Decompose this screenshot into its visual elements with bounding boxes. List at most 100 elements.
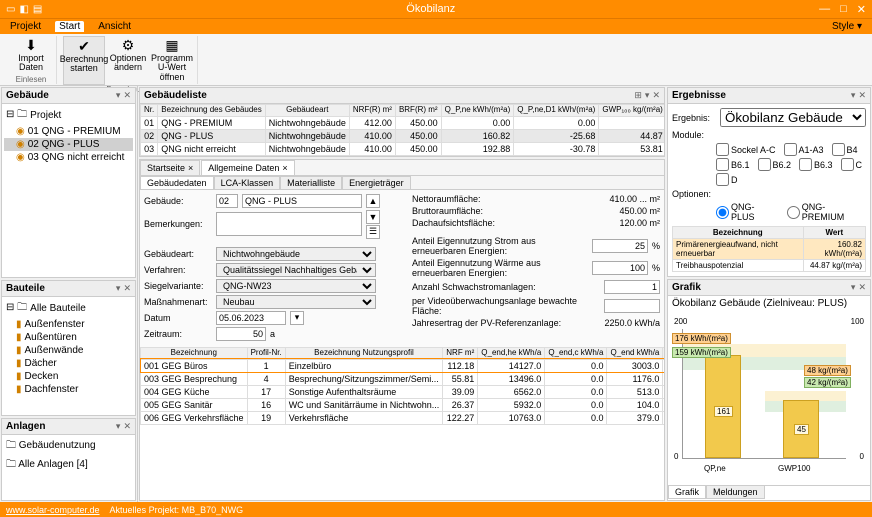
panel-pin-icon[interactable]: ▾ bbox=[116, 90, 121, 101]
module-checkbox[interactable]: B4 bbox=[832, 143, 858, 156]
grid-icon: ▦ bbox=[165, 38, 178, 54]
maximize-icon[interactable]: □ bbox=[840, 3, 847, 16]
qa-icon-1[interactable]: ▭ bbox=[6, 4, 15, 15]
zeitraum-input[interactable] bbox=[216, 327, 266, 341]
anlagen-tree[interactable]: 🗀 Gebäudenutzung🗀 Alle Anlagen [4] bbox=[2, 435, 135, 500]
minimize-icon[interactable]: — bbox=[819, 3, 830, 16]
calc-icon: ✔ bbox=[78, 39, 90, 55]
chart-callout: 42 kg/(m²a) bbox=[804, 377, 851, 388]
gebaeudeliste-table[interactable]: Nr.Bezeichnung des GebäudesGebäudeartNRF… bbox=[140, 104, 664, 156]
date-picker-icon[interactable]: ▾ bbox=[290, 311, 304, 325]
gebaeude-name-input[interactable] bbox=[242, 194, 362, 208]
table-row[interactable]: 006 GEG Verkehrsfläche19Verkehrsfläche12… bbox=[141, 411, 665, 424]
subtab-gebaeudedaten[interactable]: Gebäudedaten bbox=[140, 176, 214, 189]
module-checkbox[interactable]: C bbox=[841, 158, 863, 171]
tree-item[interactable]: 🗀 Gebäudenutzung bbox=[4, 437, 133, 456]
table-row[interactable]: 003 GEG Besprechung4Besprechung/Sitzungs… bbox=[141, 372, 665, 385]
titlebar: ▭ ◧ ▤ Ökobilanz — □ ✕ bbox=[0, 0, 872, 18]
tab-close-icon[interactable]: × bbox=[188, 163, 193, 173]
gebaeudeliste-title: Gebäudeliste bbox=[144, 90, 634, 101]
module-checkbox[interactable]: B6.1 bbox=[716, 158, 750, 171]
ribbon-berechnung-starten[interactable]: ✔ Berechnung starten bbox=[63, 36, 105, 86]
module-checkbox[interactable]: B6.2 bbox=[758, 158, 792, 171]
tree-item[interactable]: ◉ 03 QNG nicht erreicht bbox=[4, 151, 133, 164]
menubar: Projekt Start Ansicht Style ▾ bbox=[0, 18, 872, 34]
window-title: Ökobilanz bbox=[42, 3, 819, 15]
qa-icon-2[interactable]: ◧ bbox=[19, 4, 28, 15]
up-icon[interactable]: ▲ bbox=[366, 194, 380, 208]
chart-callout: 176 kWh/(m²a) bbox=[672, 333, 731, 344]
tree-item[interactable]: ▮ Außenfenster bbox=[4, 318, 133, 331]
ergebnis-select[interactable]: Ökobilanz Gebäude bbox=[720, 108, 866, 127]
close-icon[interactable]: ✕ bbox=[857, 3, 866, 16]
chart-callout: 159 kWh/(m²a) bbox=[672, 347, 731, 358]
table-row[interactable]: 03QNG nicht erreichtNichtwohngebäude410.… bbox=[141, 142, 665, 155]
tree-item[interactable]: ▮ Dachfenster bbox=[4, 383, 133, 396]
massnahme-select[interactable]: Neubau bbox=[216, 295, 376, 309]
tab-close-icon[interactable]: × bbox=[282, 163, 287, 173]
tab-startseite[interactable]: Startseite× bbox=[140, 160, 200, 175]
schwachstrom-input[interactable] bbox=[604, 280, 660, 294]
panel-bauteile-title: Bauteile bbox=[6, 283, 116, 294]
table-row[interactable]: 004 GEG Küche17Sonstige Aufenthaltsräume… bbox=[141, 385, 665, 398]
tree-item[interactable]: ▮ Dächer bbox=[4, 357, 133, 370]
tab-allgemeine-daten[interactable]: Allgemeine Daten× bbox=[201, 160, 294, 175]
tree-item[interactable]: ▮ Decken bbox=[4, 370, 133, 383]
gebaeudeart-select[interactable]: Nichtwohngebäude bbox=[216, 247, 376, 261]
status-link[interactable]: www.solar-computer.de bbox=[6, 505, 100, 515]
bemerkungen-input[interactable] bbox=[216, 212, 362, 236]
chart-tab-meldungen[interactable]: Meldungen bbox=[706, 486, 765, 499]
table-row[interactable]: 005 GEG Sanitär16WC und Sanitärräume in … bbox=[141, 398, 665, 411]
module-checkbox[interactable]: A1-A3 bbox=[784, 143, 824, 156]
tree-item[interactable]: ▮ Außenwände bbox=[4, 344, 133, 357]
detail-tabs: Startseite× Allgemeine Daten× bbox=[140, 160, 664, 176]
strom-input[interactable] bbox=[592, 239, 648, 253]
siegel-select[interactable]: QNG-NW23 bbox=[216, 279, 376, 293]
waerme-input[interactable] bbox=[592, 261, 648, 275]
panel-anlagen-title: Anlagen bbox=[6, 421, 116, 432]
module-checkbox[interactable]: B6.3 bbox=[799, 158, 833, 171]
gebaeude-tree[interactable]: ⊟ 🗀 Projekt ◉ 01 QNG - PREMIUM◉ 02 QNG -… bbox=[2, 104, 135, 277]
bauteile-tree[interactable]: ⊟ 🗀 Alle Bauteile ▮ Außenfenster▮ Außent… bbox=[2, 297, 135, 416]
module-checkbox[interactable]: Sockel A-C bbox=[716, 143, 776, 156]
statusbar: www.solar-computer.de Aktuelles Projekt:… bbox=[0, 502, 872, 517]
subtab-material[interactable]: Materialliste bbox=[280, 176, 342, 189]
chart: 161 45 176 kWh/(m²a)159 kWh/(m²a)48 kg/(… bbox=[674, 313, 864, 483]
subtab-lca[interactable]: LCA-Klassen bbox=[214, 176, 281, 189]
ergebnisse-table: BezeichnungWert Primärenergieaufwand, ni… bbox=[672, 226, 866, 272]
gear-icon: ⚙ bbox=[122, 38, 135, 54]
chart-callout: 48 kg/(m²a) bbox=[804, 365, 851, 376]
tree-item[interactable]: ◉ 02 QNG - PLUS bbox=[4, 138, 133, 151]
usage-table[interactable]: BezeichnungProfil-Nr.Bezeichnung Nutzung… bbox=[140, 347, 664, 425]
qa-icon-3[interactable]: ▤ bbox=[33, 4, 42, 15]
radio-qng-plus[interactable]: QNG-PLUS bbox=[716, 202, 777, 222]
tree-root[interactable]: ⊟ 🗀 Projekt bbox=[4, 106, 133, 125]
verfahren-select[interactable]: Qualitätssiegel Nachhaltiges Gebäude (QN… bbox=[216, 263, 376, 277]
table-row[interactable]: 001 GEG Büros1Einzelbüro112.1814127.00.0… bbox=[141, 359, 665, 372]
ribbon-uwert[interactable]: ▦ Programm U-Wert öffnen bbox=[151, 36, 193, 86]
ribbon-import-daten[interactable]: ⬇ Import Daten bbox=[10, 36, 52, 76]
menu-start[interactable]: Start bbox=[55, 21, 84, 32]
ergebnisse-title: Ergebnisse bbox=[672, 90, 851, 101]
table-row[interactable]: 01QNG - PREMIUMNichtwohngebäude412.00450… bbox=[141, 116, 665, 129]
ribbon-optionen[interactable]: ⚙ Optionen ändern bbox=[107, 36, 149, 86]
table-row[interactable]: 02QNG - PLUSNichtwohngebäude410.00450.00… bbox=[141, 129, 665, 142]
titlebar-quick-access: ▭ ◧ ▤ bbox=[6, 4, 42, 15]
module-checkbox[interactable]: D bbox=[716, 173, 738, 186]
video-input[interactable] bbox=[604, 299, 660, 313]
panel-gebaeude-title: Gebäude bbox=[6, 90, 116, 101]
panel-close-icon[interactable]: ✕ bbox=[123, 90, 131, 101]
list-icon[interactable]: ☰ bbox=[366, 225, 380, 239]
menu-ansicht[interactable]: Ansicht bbox=[94, 21, 135, 32]
radio-qng-premium[interactable]: QNG-PREMIUM bbox=[787, 202, 866, 222]
tree-item[interactable]: ▮ Außentüren bbox=[4, 331, 133, 344]
subtab-energie[interactable]: Energieträger bbox=[342, 176, 411, 189]
tree-item[interactable]: ◉ 01 QNG - PREMIUM bbox=[4, 125, 133, 138]
chart-tab-grafik[interactable]: Grafik bbox=[668, 486, 706, 499]
menu-projekt[interactable]: Projekt bbox=[6, 21, 45, 32]
style-dropdown[interactable]: Style ▾ bbox=[828, 21, 866, 32]
gebaeude-nr-input[interactable] bbox=[216, 194, 238, 208]
down-icon[interactable]: ▼ bbox=[366, 210, 380, 224]
datum-input[interactable] bbox=[216, 311, 286, 325]
tree-item[interactable]: 🗀 Alle Anlagen [4] bbox=[4, 456, 133, 475]
